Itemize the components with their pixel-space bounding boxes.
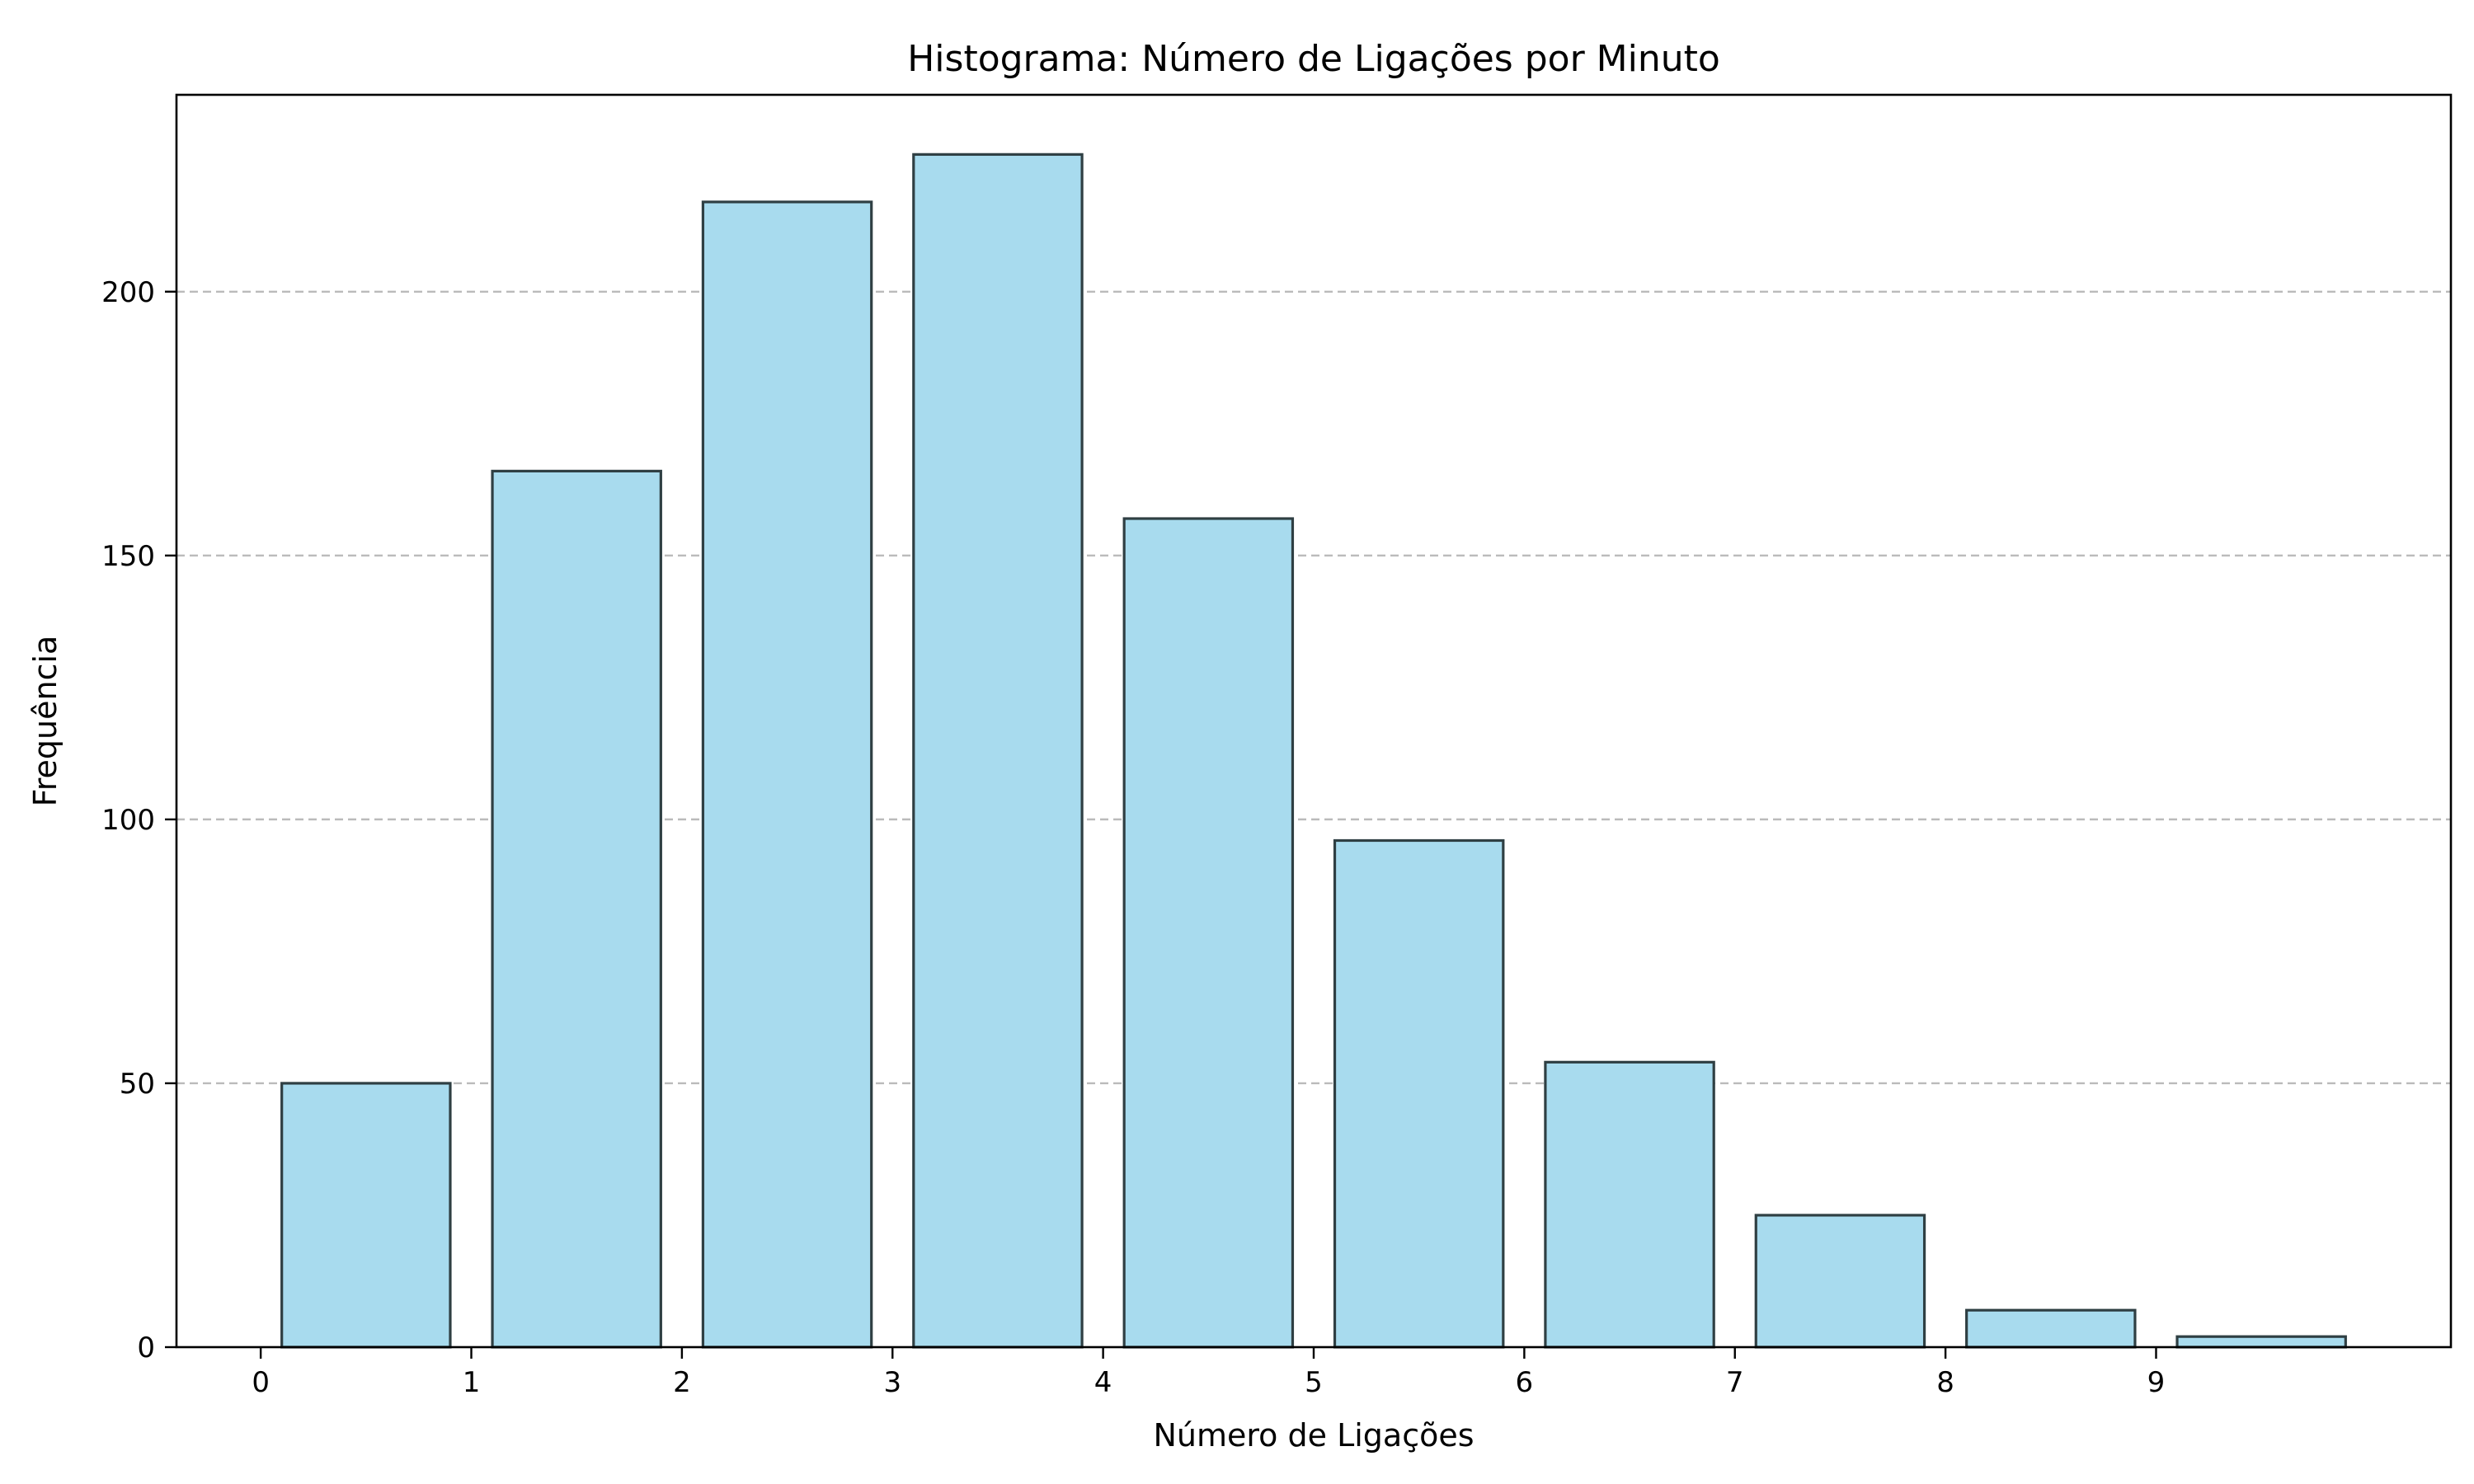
y-tick-label-200: 200: [101, 276, 155, 309]
gridlines: [176, 290, 2451, 1085]
y-axis-ticks: 0 50 100 150 200: [101, 276, 176, 1364]
x-tick-label-2: 2: [673, 1366, 691, 1399]
x-tick-label-1: 1: [463, 1366, 481, 1399]
x-tick-label-8: 8: [1936, 1366, 1954, 1399]
y-tick-label-100: 100: [101, 804, 155, 837]
x-axis-ticks: 0 1 2 3 4 5 6 7 8 9: [252, 1347, 2165, 1399]
y-axis-label: Frequência: [27, 636, 63, 807]
bar-3: [912, 153, 1084, 1349]
bar-5: [1333, 838, 1505, 1349]
bar-6: [1544, 1060, 1715, 1349]
x-tick-label-3: 3: [883, 1366, 901, 1399]
x-tick-label-7: 7: [1726, 1366, 1744, 1399]
x-tick-label-6: 6: [1516, 1366, 1534, 1399]
bar-0: [280, 1082, 452, 1349]
y-tick-label-50: 50: [120, 1068, 155, 1101]
bar-9: [2175, 1335, 2347, 1349]
y-tick-label-150: 150: [101, 540, 155, 573]
bar-7: [1754, 1214, 1926, 1349]
bars: [280, 153, 2347, 1349]
y-tick-label-0: 0: [137, 1331, 155, 1364]
x-axis-label: Número de Ligações: [1153, 1417, 1474, 1453]
x-tick-label-5: 5: [1305, 1366, 1323, 1399]
x-tick-label-9: 9: [2147, 1366, 2166, 1399]
chart-title: Histograma: Número de Ligações por Minut…: [907, 38, 1720, 80]
x-tick-label-0: 0: [252, 1366, 270, 1399]
bar-8: [1965, 1308, 2137, 1349]
bar-2: [701, 200, 873, 1349]
bar-1: [491, 469, 662, 1349]
x-tick-label-4: 4: [1094, 1366, 1112, 1399]
bar-4: [1122, 517, 1295, 1349]
